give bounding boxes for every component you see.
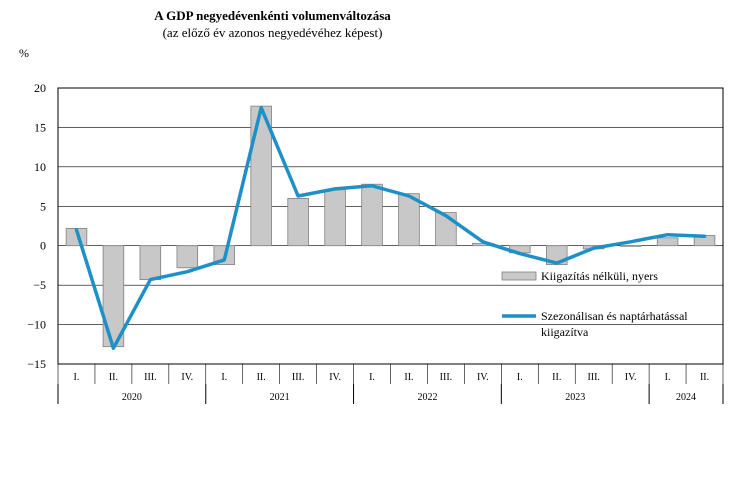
bar	[287, 197, 309, 247]
bar	[361, 183, 383, 247]
y-tick-label: 15	[34, 120, 46, 134]
quarter-label: II.	[109, 372, 118, 383]
year-label: 2023	[565, 392, 585, 403]
bar	[176, 245, 199, 269]
legend-bar-label: Kiigazítás nélküli, nyers	[541, 269, 658, 283]
quarter-label: IV.	[181, 372, 193, 383]
quarter-label: IV.	[329, 372, 341, 383]
quarter-label: III.	[292, 372, 305, 383]
year-label: 2022	[417, 392, 437, 403]
quarter-label: III.	[144, 372, 157, 383]
y-tick-label: 10	[34, 160, 46, 174]
quarter-label: II.	[700, 372, 709, 383]
legend-bar-swatch	[501, 271, 537, 281]
quarter-label: II.	[404, 372, 413, 383]
gridlines	[58, 127, 723, 325]
y-axis-unit-label: %	[19, 46, 29, 60]
adjusted-series-line	[74, 105, 707, 350]
y-tick-label: −10	[27, 318, 46, 332]
quarter-label: IV.	[477, 372, 489, 383]
bar	[619, 245, 642, 247]
year-label: 2024	[676, 392, 696, 403]
quarter-label: I.	[221, 372, 227, 383]
y-tick-labels: −15 −10 −5 0 5 10 15 20	[27, 81, 46, 371]
y-tick-label: −5	[33, 278, 46, 292]
quarter-label: I.	[665, 372, 671, 383]
quarter-label: III.	[587, 372, 600, 383]
y-tick-label: 0	[40, 239, 46, 253]
quarter-label: I.	[369, 372, 375, 383]
y-tick-label: −15	[27, 357, 46, 371]
chart-subtitle: (az előző év azonos negyedévéhez képest)	[162, 25, 383, 40]
quarter-label: I.	[517, 372, 523, 383]
legend-line-label-1: Szezonálisan és naptárhatással	[541, 309, 688, 323]
axes	[57, 87, 724, 404]
bar	[656, 237, 679, 247]
bar	[398, 193, 420, 247]
bar	[139, 245, 162, 281]
year-label: 2020	[122, 392, 142, 403]
year-label: 2021	[270, 392, 290, 403]
quarter-label: II.	[257, 372, 266, 383]
quarter-label: I.	[74, 372, 80, 383]
y-tick-label: 20	[34, 81, 46, 95]
x-axis-labels: I. II. III. IV. I. II. III. IV. I. II. III. IV. I. II…	[74, 372, 710, 403]
quarter-label: IV.	[625, 372, 637, 383]
legend-line-label-2: kiigazítva	[541, 325, 589, 339]
quarter-label: III.	[440, 372, 453, 383]
legend: Kiigazítás nélküli, nyers Szezonálisan é…	[501, 269, 688, 339]
quarter-label: II.	[552, 372, 561, 383]
chart-title: A GDP negyedévenkénti volumenváltozása	[154, 8, 391, 23]
y-tick-label: 5	[40, 199, 46, 213]
bar	[324, 189, 346, 247]
